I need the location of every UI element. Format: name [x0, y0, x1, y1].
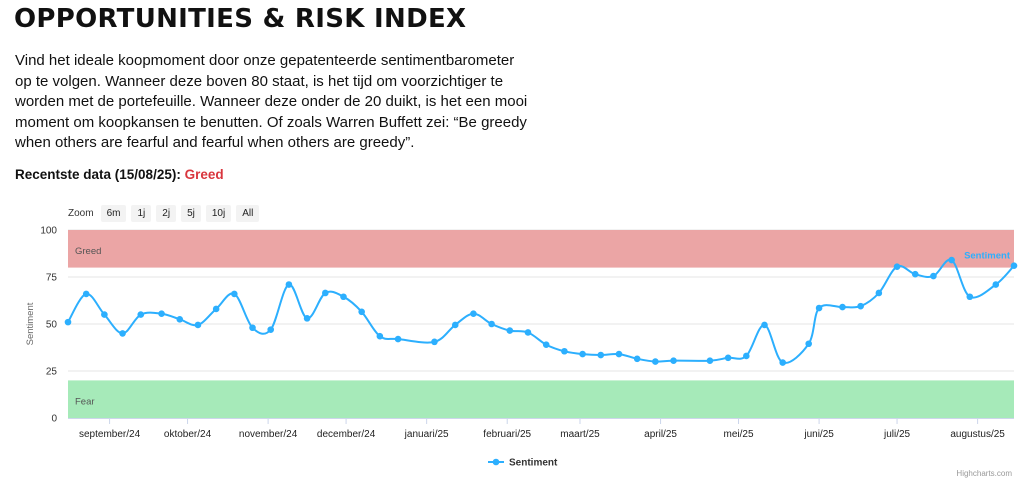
- data-point-0: [64, 318, 72, 326]
- data-point-41: [857, 302, 864, 310]
- chart-credits[interactable]: Highcharts.com: [956, 469, 1012, 478]
- recent-status: Greed: [184, 167, 224, 182]
- data-point-24: [524, 329, 532, 336]
- zoom-button-2j[interactable]: 2j: [156, 205, 177, 222]
- data-point-30: [633, 355, 641, 363]
- data-point-34: [724, 354, 732, 362]
- data-point-32: [670, 357, 677, 364]
- y-tick-label-75: 75: [46, 273, 58, 284]
- data-point-14: [321, 289, 329, 297]
- data-point-28: [597, 351, 605, 359]
- data-point-40: [839, 303, 846, 311]
- data-point-37: [779, 359, 786, 366]
- legend-item-sentiment: Sentiment: [509, 458, 558, 469]
- data-point-27: [579, 350, 586, 358]
- data-point-6: [176, 316, 184, 323]
- x-tick-label-maart-25: maart/25: [560, 429, 600, 440]
- data-point-22: [488, 320, 495, 328]
- data-point-17: [376, 332, 384, 340]
- data-point-47: [966, 293, 974, 301]
- data-point-23: [506, 327, 514, 334]
- data-point-25: [542, 341, 550, 348]
- data-point-21: [470, 310, 477, 317]
- data-point-16: [358, 308, 365, 316]
- data-point-7: [194, 321, 202, 329]
- sentiment-chart: Greed Fear 0 25 50 75 100 Sentiment september/24…: [25, 226, 1018, 469]
- page-title: OPPORTUNITIES & RISK INDEX: [14, 4, 467, 34]
- zoom-button-10j[interactable]: 10j: [205, 205, 232, 222]
- data-point-46: [948, 256, 955, 264]
- recent-data-label: Recentste data (15/08/25):: [15, 167, 181, 182]
- data-point-8: [212, 305, 220, 313]
- data-point-38: [805, 340, 812, 348]
- data-point-1: [82, 290, 90, 298]
- data-point-43: [893, 263, 901, 270]
- plot-band-fear: [68, 380, 1014, 418]
- data-point-13: [303, 315, 311, 322]
- x-tick-label-augustus-25: augustus/25: [950, 429, 1005, 440]
- zoom-button-6m[interactable]: 6m: [100, 205, 127, 222]
- y-tick-label-0: 0: [51, 414, 57, 425]
- legend-marker: [492, 458, 500, 466]
- data-point-39: [815, 304, 823, 312]
- zoom-label: Zoom: [68, 208, 94, 219]
- data-point-3: [119, 330, 126, 337]
- data-point-42: [875, 289, 883, 297]
- data-point-10: [249, 324, 256, 332]
- data-point-9: [231, 290, 238, 298]
- data-point-19: [431, 338, 438, 346]
- data-point-2: [101, 311, 108, 318]
- x-tick-label-april-25: april/25: [644, 429, 677, 440]
- series-line-sentiment: [67, 258, 1015, 364]
- data-point-48: [992, 281, 1000, 288]
- zoom-button-1j[interactable]: 1j: [131, 205, 152, 222]
- data-point-49: [1010, 262, 1018, 270]
- data-point-35: [743, 352, 750, 360]
- x-tick-label-oktober-24: oktober/24: [164, 429, 212, 440]
- x-tick-label-februari-25: februari/25: [483, 429, 531, 440]
- data-point-26: [561, 347, 568, 355]
- x-tick-label-september-24: september/24: [79, 429, 141, 440]
- intro-text: Vind het ideale koopmoment door onze gep…: [15, 52, 528, 152]
- zoom-button-all[interactable]: All: [236, 205, 260, 222]
- plot-band-greed: [68, 230, 1014, 268]
- data-point-15: [340, 293, 347, 301]
- x-tick-label-juni-25: juni/25: [803, 429, 834, 440]
- x-tick-label-december-24: december/24: [317, 429, 376, 440]
- data-point-4: [137, 311, 145, 318]
- series-end-label: Sentiment: [964, 251, 1011, 262]
- x-tick-label-januari-25: januari/25: [404, 429, 449, 440]
- y-axis-title: Sentiment: [25, 302, 36, 345]
- data-point-5: [158, 310, 165, 317]
- data-point-12: [285, 281, 293, 288]
- y-tick-label-50: 50: [46, 320, 58, 331]
- recent-data: Recentste data (15/08/25): Greed: [15, 167, 224, 182]
- x-tick-label-mei-25: mei/25: [724, 429, 754, 440]
- data-point-36: [761, 321, 768, 329]
- data-point-31: [652, 358, 659, 365]
- zoom-button-5j[interactable]: 5j: [181, 205, 201, 222]
- data-point-33: [706, 357, 714, 364]
- data-point-45: [930, 272, 937, 280]
- x-tick-label-november-24: november/24: [239, 429, 298, 440]
- plot-band-label-fear: Fear: [75, 396, 95, 407]
- data-point-29: [615, 350, 623, 358]
- zoom-bar: Zoom 6m 1j 2j 5j 10j All: [68, 205, 260, 222]
- data-point-18: [394, 335, 402, 343]
- data-point-44: [911, 270, 919, 278]
- y-tick-label-25: 25: [46, 367, 58, 378]
- data-point-11: [267, 326, 275, 333]
- plot-band-label-greed: Greed: [75, 246, 101, 257]
- data-point-20: [451, 321, 459, 329]
- x-tick-label-juli-25: juli/25: [883, 429, 911, 440]
- y-tick-label-100: 100: [40, 226, 57, 237]
